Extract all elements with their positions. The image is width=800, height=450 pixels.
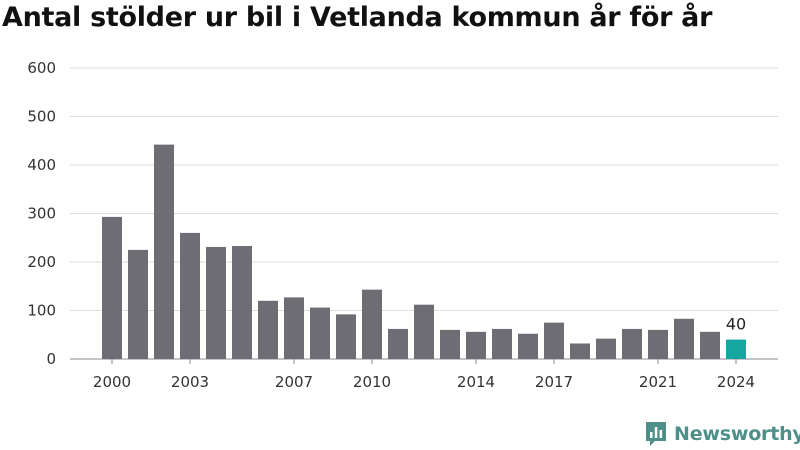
bar-2005 — [232, 245, 252, 359]
x-tick-label-2010: 2010 — [353, 373, 391, 391]
bar-2016 — [518, 333, 538, 359]
brand-name: Newsworthy — [674, 423, 800, 445]
bar-2008 — [310, 307, 330, 359]
bar-2013 — [440, 329, 460, 359]
x-tick-label-2021: 2021 — [639, 373, 677, 391]
bar-2024 — [726, 339, 746, 359]
bar-2015 — [492, 328, 512, 359]
data-label-2024: 40 — [726, 315, 746, 334]
bar-2011 — [388, 328, 408, 359]
chart-title: Antal stölder ur bil i Vetlanda kommun å… — [2, 2, 713, 33]
y-tick-label-500: 500 — [27, 108, 56, 126]
bar-2003 — [180, 232, 200, 359]
bar-2001 — [128, 249, 148, 359]
newsworthy-logo-icon — [646, 422, 666, 446]
bar-2004 — [206, 246, 226, 359]
y-tick-label-100: 100 — [27, 302, 56, 320]
bar-2020 — [622, 328, 642, 359]
bar-2012 — [414, 304, 434, 359]
bar-2009 — [336, 314, 356, 359]
bar-2019 — [596, 338, 616, 359]
y-tick-label-0: 0 — [46, 350, 56, 368]
x-tick-label-2024: 2024 — [717, 373, 755, 391]
bar-2021 — [648, 329, 668, 359]
x-tick-label-2000: 2000 — [93, 373, 131, 391]
bar-2000 — [102, 216, 122, 359]
x-tick-label-2003: 2003 — [171, 373, 209, 391]
bar-2002 — [154, 144, 174, 359]
bar-2023 — [700, 331, 720, 359]
data-labels: 40 — [726, 315, 746, 334]
bar-2018 — [570, 343, 590, 359]
bars — [102, 144, 746, 359]
x-tick-label-2007: 2007 — [275, 373, 313, 391]
y-tick-label-200: 200 — [27, 253, 56, 271]
bar-2022 — [674, 318, 694, 359]
y-tick-label-600: 600 — [27, 59, 56, 77]
bar-2007 — [284, 297, 304, 359]
bar-2017 — [544, 322, 564, 359]
bar-2014 — [466, 331, 486, 359]
y-tick-label-400: 400 — [27, 156, 56, 174]
bar-2010 — [362, 289, 382, 359]
x-axis-ticks: 2000 2003 2007 2010 2014 2017 2021 2024 — [93, 359, 755, 391]
x-tick-label-2017: 2017 — [535, 373, 573, 391]
brand-logo: Newsworthy — [644, 420, 800, 448]
x-tick-label-2014: 2014 — [457, 373, 495, 391]
y-axis-ticks: 0 100 200 300 400 500 600 — [27, 59, 56, 368]
y-tick-label-300: 300 — [27, 205, 56, 223]
bar-2006 — [258, 300, 278, 359]
